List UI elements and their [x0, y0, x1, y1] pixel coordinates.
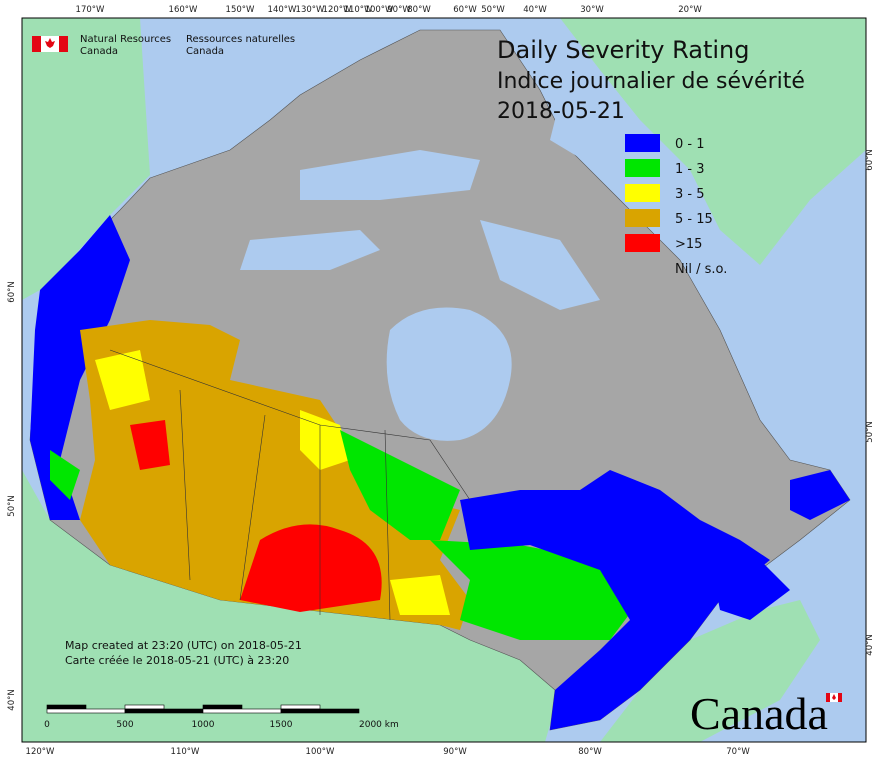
scale-label: 1000	[192, 720, 215, 730]
legend-swatch	[625, 259, 660, 277]
graticule-label: 60°W	[453, 5, 477, 15]
legend-label: 3 - 5	[675, 187, 705, 202]
scale-bar: 0 500 1000 1500 2000 km	[44, 704, 399, 730]
graticule-label: 130°W	[296, 5, 325, 15]
greenland	[560, 18, 866, 265]
agency-name: Ressources naturelles	[186, 34, 295, 45]
legend-label: 0 - 1	[675, 137, 705, 152]
legend-label: >15	[675, 237, 702, 252]
graticule-label: 40°N	[865, 634, 875, 655]
baffin-bay	[550, 100, 620, 170]
graticule-label: 50°W	[481, 5, 505, 15]
graticule-label: 120°W	[26, 747, 55, 757]
wordmark-flag	[826, 693, 830, 702]
graticule-label: 80°W	[407, 5, 431, 15]
scale-segment	[280, 708, 360, 714]
agency-logo	[32, 36, 68, 52]
severity-zone	[30, 215, 130, 520]
graticule-label: 40°W	[523, 5, 547, 15]
graticule-label: 50°N	[865, 421, 875, 442]
flag-bar	[59, 36, 68, 52]
alaska	[22, 18, 150, 300]
graticule-label: 80°W	[578, 747, 602, 757]
legend-label: Nil / s.o.	[675, 262, 727, 277]
united-states-east	[600, 600, 820, 742]
graticule-label: 110°W	[344, 5, 373, 15]
legend-swatch	[625, 184, 660, 202]
severity-zone	[710, 560, 790, 620]
agency-name: Natural Resources	[80, 34, 171, 45]
note: Map created at 23:20 (UTC) on 2018-05-21	[65, 639, 302, 652]
title-fr: Indice journalier de sévérité	[497, 69, 805, 94]
scale-segment	[124, 704, 165, 710]
date: 2018-05-21	[497, 99, 625, 124]
flag-bar	[32, 36, 41, 52]
graticule-label: 90°W	[387, 5, 411, 15]
legend-swatch	[625, 134, 660, 152]
graticule-label: 90°W	[443, 747, 467, 757]
scale-segment	[124, 708, 204, 714]
scale-label: 1500	[270, 720, 293, 730]
legend: 0 - 1 1 - 3 3 - 5 5 - 15 >15 Nil / s.o.	[625, 134, 727, 277]
scale-segment	[202, 708, 282, 714]
arctic-channel	[300, 150, 480, 200]
foxe-basin	[480, 220, 600, 310]
scale-segment	[202, 704, 243, 710]
graticule-labels: 170°W 160°W 150°W 140°W 130°W120°W110°W100°W…	[7, 5, 875, 757]
legend-label: 1 - 3	[675, 162, 705, 177]
graticule-label: 50°N	[7, 495, 17, 516]
graticule-label: 120°W	[323, 5, 352, 15]
graticule-label: 20°W	[678, 5, 702, 15]
severity-zone	[130, 420, 170, 470]
graticule-label: 70°W	[726, 747, 750, 757]
legend-swatch	[625, 209, 660, 227]
wordmark-flag	[838, 693, 842, 702]
severity-zone	[390, 575, 450, 615]
hudson-bay	[386, 307, 512, 441]
graticule-label: 150°W	[226, 5, 255, 15]
wordmark: Canada	[690, 688, 828, 739]
scale-segment	[46, 708, 126, 714]
scale-segment	[46, 704, 87, 710]
graticule-label: 60°N	[7, 281, 17, 302]
agency-name: Canada	[80, 46, 118, 57]
severity-zone	[300, 410, 350, 470]
wordmark-leaf	[832, 694, 836, 700]
graticule-label: 30°W	[580, 5, 604, 15]
agency-name: Canada	[186, 46, 224, 57]
severity-zone	[460, 470, 770, 730]
legend-label: 5 - 15	[675, 212, 713, 227]
graticule-label: 170°W	[76, 5, 105, 15]
title: Daily Severity Rating	[497, 36, 749, 64]
legend-swatch	[625, 159, 660, 177]
note: Carte créée le 2018-05-21 (UTC) à 23:20	[65, 654, 289, 667]
scale-segment	[280, 704, 321, 710]
severity-zone	[790, 470, 850, 520]
graticule-label: 100°W	[365, 5, 394, 15]
scale-label: 500	[116, 720, 133, 730]
graticule-label: 100°W	[306, 747, 335, 757]
severity-zone	[50, 450, 80, 500]
arctic-channel	[240, 230, 380, 270]
legend-swatch	[625, 234, 660, 252]
graticule-label: 110°W	[171, 747, 200, 757]
severity-zone	[240, 524, 382, 612]
severity-zone	[340, 430, 460, 540]
maple-leaf	[45, 38, 55, 48]
graticule-label: 60°N	[865, 149, 875, 170]
boundary	[109, 349, 471, 621]
map-frame	[21, 17, 867, 743]
united-states	[22, 470, 560, 742]
graticule-label: 140°W	[268, 5, 297, 15]
graticule-label: 40°N	[7, 689, 17, 710]
scale-label: 2000 km	[359, 720, 399, 730]
graticule-label: 160°W	[169, 5, 198, 15]
severity-zone	[95, 350, 150, 410]
scale-label: 0	[44, 720, 50, 730]
